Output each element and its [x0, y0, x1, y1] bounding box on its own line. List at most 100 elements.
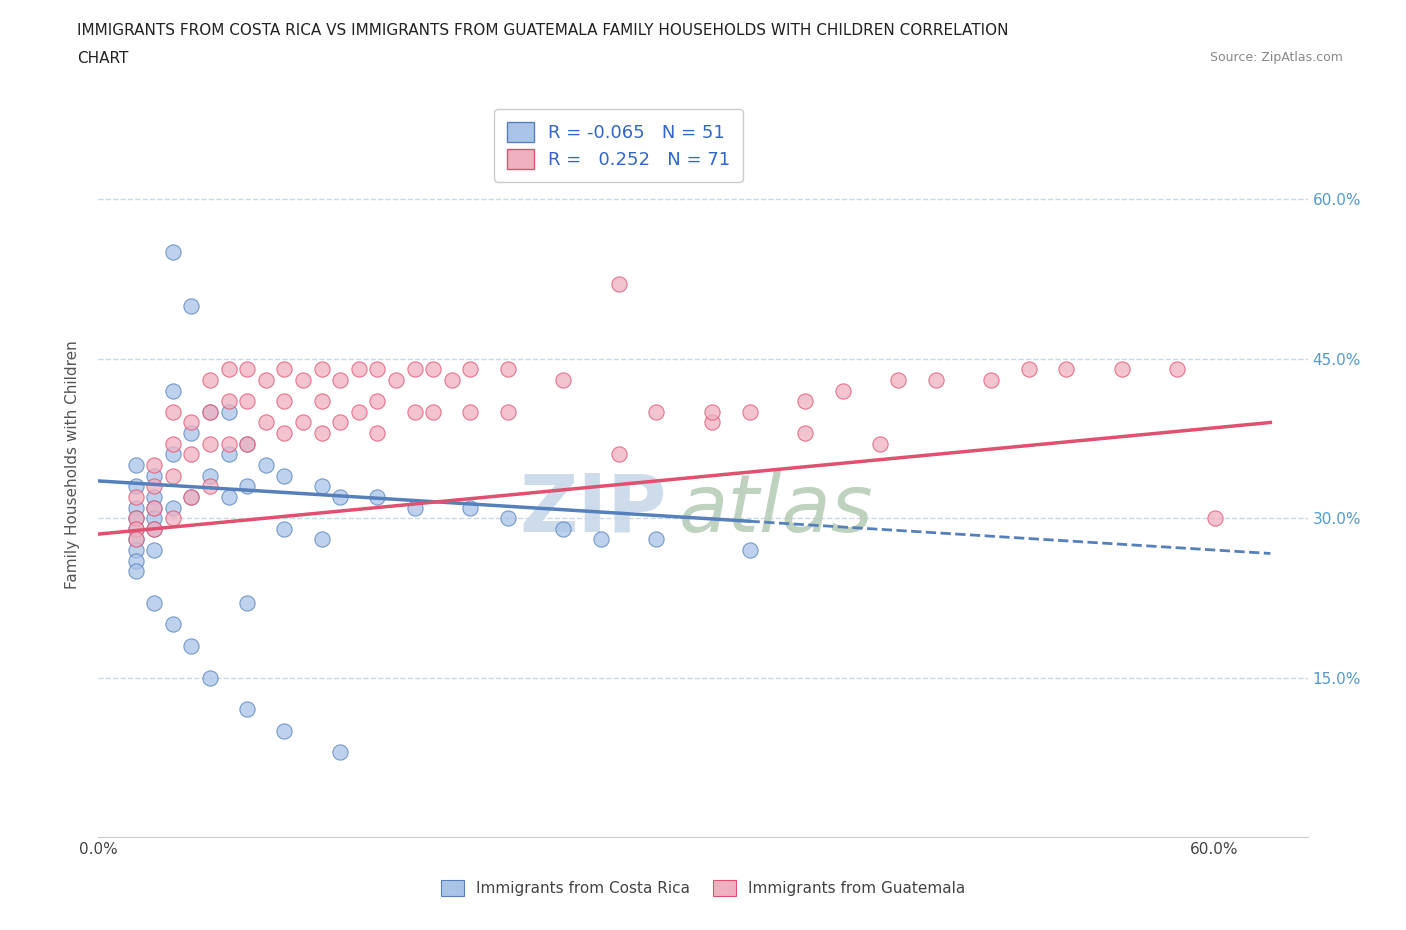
Point — [124, 564, 146, 578]
Point — [124, 489, 146, 504]
Point — [404, 362, 426, 377]
Point — [589, 532, 612, 547]
Point — [180, 426, 202, 441]
Point — [143, 468, 166, 483]
Point — [1018, 362, 1040, 377]
Point — [143, 479, 166, 494]
Point — [385, 373, 408, 388]
Point — [124, 458, 146, 472]
Point — [329, 745, 352, 760]
Point — [198, 671, 221, 685]
Point — [143, 500, 166, 515]
Point — [143, 500, 166, 515]
Point — [607, 277, 630, 292]
Point — [422, 405, 444, 419]
Point — [180, 489, 202, 504]
Point — [162, 500, 184, 515]
Point — [311, 426, 333, 441]
Point — [366, 489, 388, 504]
Text: CHART: CHART — [77, 51, 129, 66]
Point — [236, 362, 259, 377]
Point — [198, 373, 221, 388]
Point — [366, 362, 388, 377]
Point — [1054, 362, 1077, 377]
Point — [198, 405, 221, 419]
Point — [162, 383, 184, 398]
Point — [887, 373, 910, 388]
Point — [218, 405, 240, 419]
Point — [254, 373, 277, 388]
Point — [124, 522, 146, 537]
Point — [404, 500, 426, 515]
Point — [273, 362, 295, 377]
Point — [553, 522, 575, 537]
Point — [180, 415, 202, 430]
Point — [162, 405, 184, 419]
Point — [460, 500, 482, 515]
Point — [124, 532, 146, 547]
Point — [254, 458, 277, 472]
Point — [738, 542, 761, 557]
Point — [198, 405, 221, 419]
Text: atlas: atlas — [679, 471, 873, 549]
Point — [1204, 511, 1226, 525]
Point — [124, 511, 146, 525]
Point — [162, 447, 184, 462]
Point — [460, 405, 482, 419]
Point — [124, 500, 146, 515]
Point — [236, 596, 259, 611]
Y-axis label: Family Households with Children: Family Households with Children — [65, 340, 80, 590]
Point — [143, 489, 166, 504]
Point — [645, 532, 668, 547]
Point — [311, 532, 333, 547]
Point — [702, 415, 724, 430]
Point — [831, 383, 853, 398]
Point — [162, 468, 184, 483]
Text: IMMIGRANTS FROM COSTA RICA VS IMMIGRANTS FROM GUATEMALA FAMILY HOUSEHOLDS WITH C: IMMIGRANTS FROM COSTA RICA VS IMMIGRANTS… — [77, 23, 1010, 38]
Point — [124, 479, 146, 494]
Point — [869, 436, 891, 451]
Point — [218, 489, 240, 504]
Point — [496, 511, 519, 525]
Point — [311, 362, 333, 377]
Point — [980, 373, 1002, 388]
Point — [1111, 362, 1133, 377]
Point — [143, 522, 166, 537]
Point — [143, 522, 166, 537]
Point — [254, 415, 277, 430]
Point — [366, 426, 388, 441]
Point — [218, 436, 240, 451]
Legend: Immigrants from Costa Rica, Immigrants from Guatemala: Immigrants from Costa Rica, Immigrants f… — [433, 872, 973, 904]
Point — [645, 405, 668, 419]
Point — [236, 479, 259, 494]
Point — [236, 702, 259, 717]
Point — [329, 415, 352, 430]
Point — [347, 362, 370, 377]
Point — [329, 489, 352, 504]
Point — [311, 479, 333, 494]
Point — [162, 436, 184, 451]
Point — [607, 447, 630, 462]
Point — [553, 373, 575, 388]
Point — [273, 522, 295, 537]
Point — [180, 638, 202, 653]
Point — [180, 489, 202, 504]
Point — [404, 405, 426, 419]
Point — [924, 373, 946, 388]
Point — [143, 511, 166, 525]
Point — [198, 479, 221, 494]
Point — [794, 393, 817, 408]
Point — [273, 393, 295, 408]
Point — [702, 405, 724, 419]
Point — [162, 511, 184, 525]
Point — [124, 553, 146, 568]
Point — [311, 393, 333, 408]
Point — [143, 596, 166, 611]
Point — [496, 362, 519, 377]
Point — [292, 415, 315, 430]
Point — [143, 458, 166, 472]
Point — [124, 542, 146, 557]
Point — [198, 436, 221, 451]
Point — [460, 362, 482, 377]
Point — [329, 373, 352, 388]
